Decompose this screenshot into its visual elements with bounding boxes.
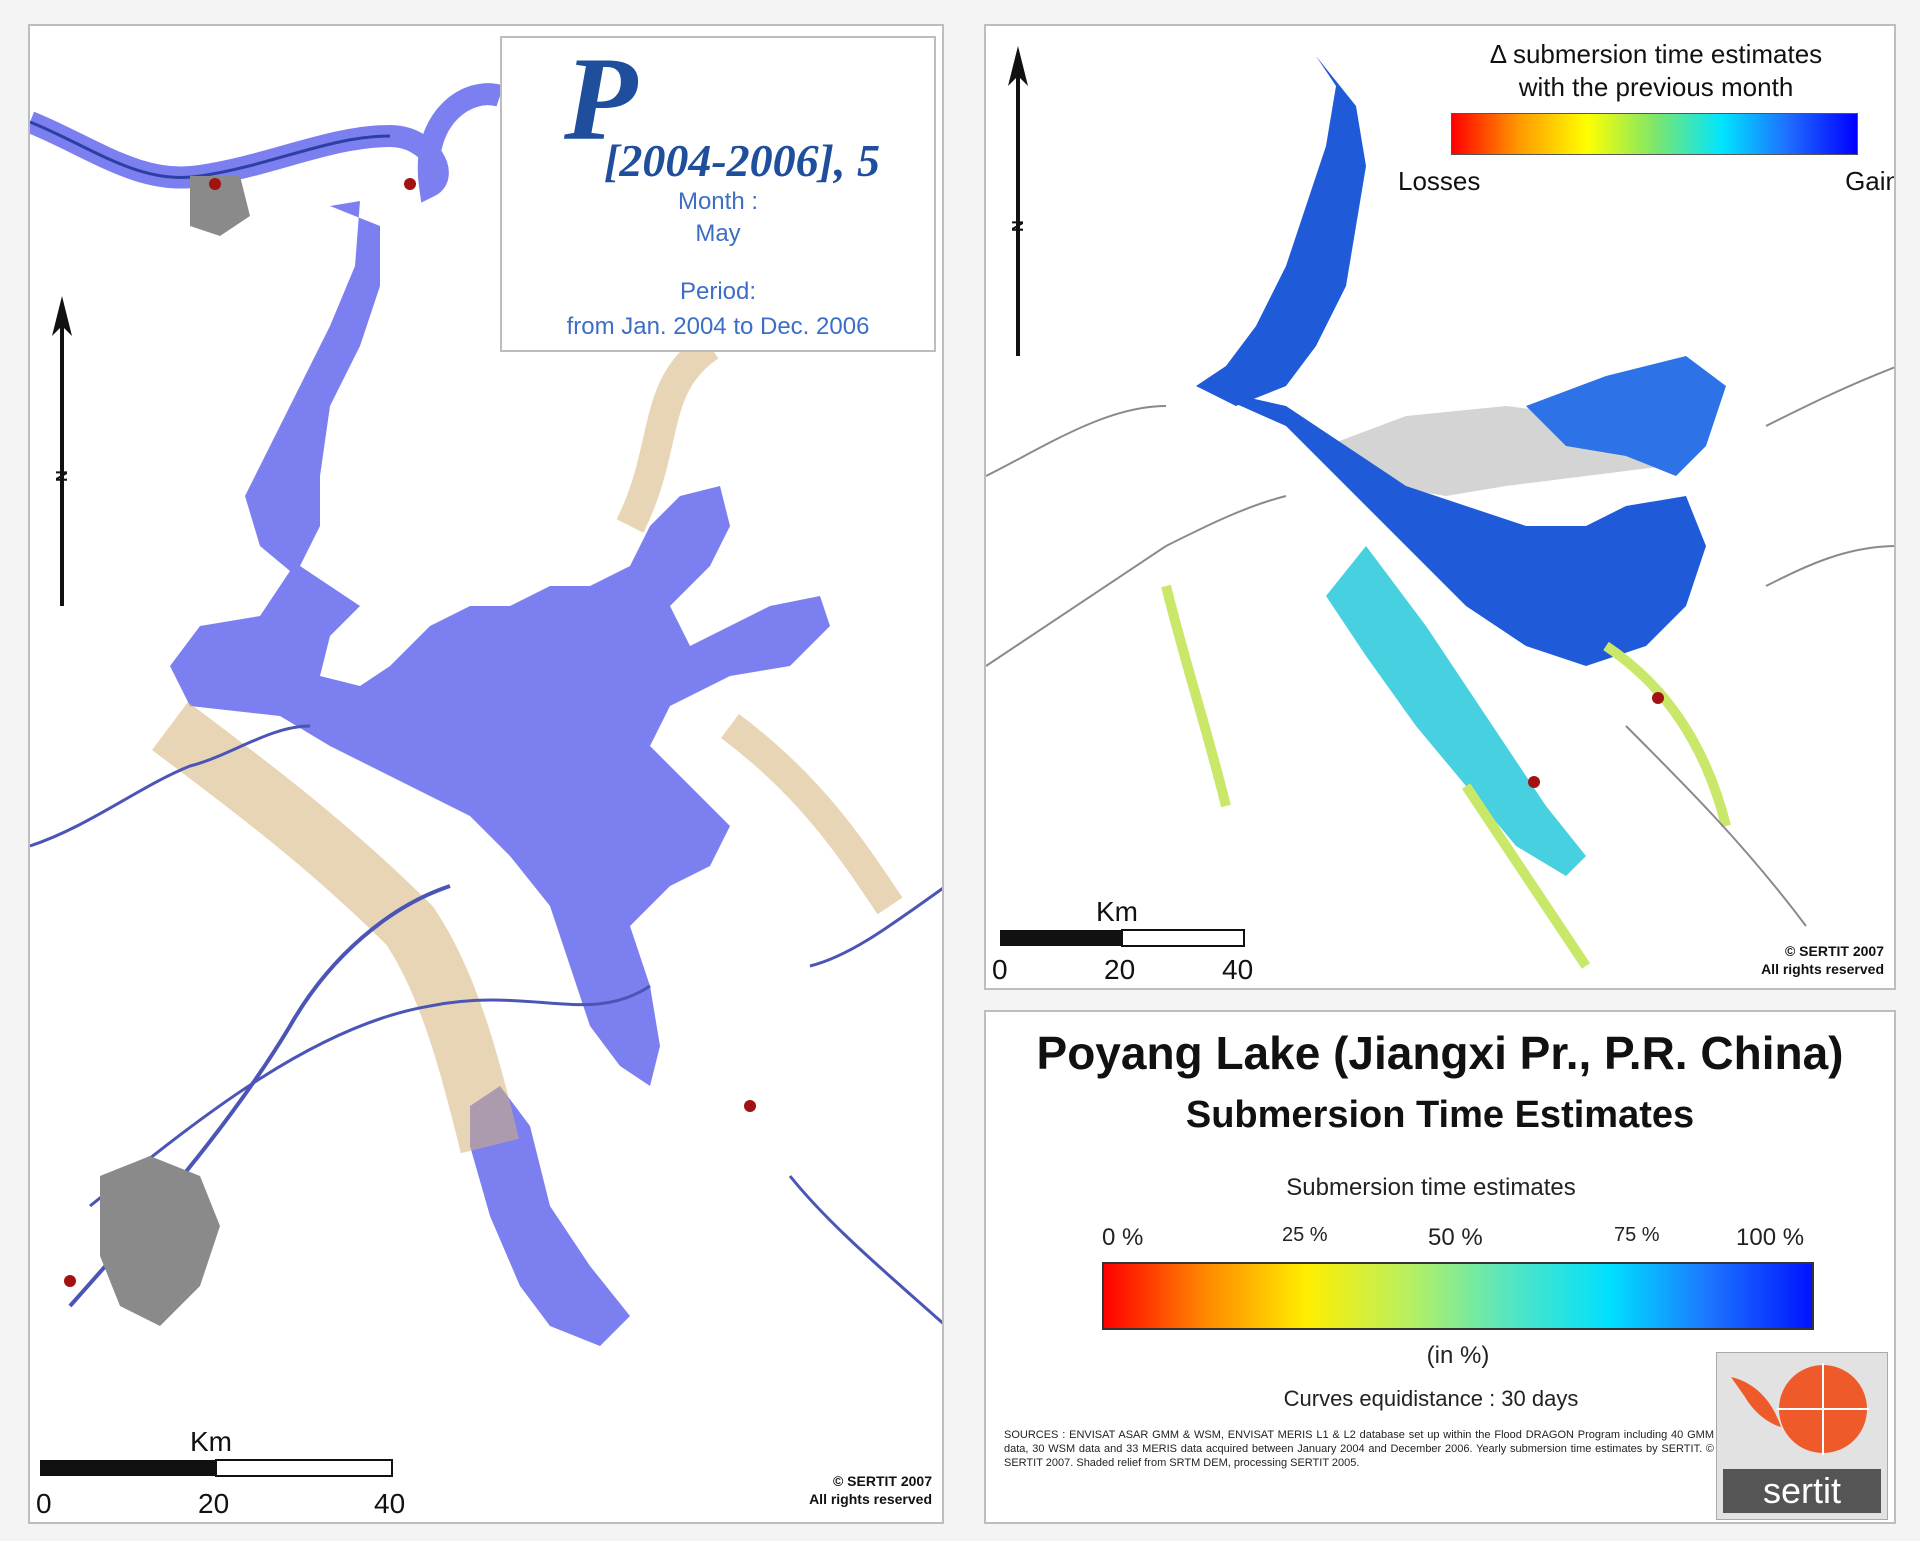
yangtze-river-edge (30, 120, 391, 179)
month-label: Month : (677, 188, 759, 215)
left-map-panel: P [2004-2006], 5 Month : May Period: fro… (28, 24, 944, 1524)
north-label: N (1008, 220, 1025, 232)
period-value: from Jan. 2004 to Dec. 2006 (566, 313, 870, 340)
scale-bar (40, 1459, 393, 1477)
gain-zone-north-channel (1196, 56, 1366, 406)
copyright: © SERTIT 2007 All rights reserved (809, 1472, 932, 1508)
sertit-logo-icon (1731, 1363, 1869, 1455)
scale-tick-0: 0 (992, 954, 1008, 985)
legend-info-panel: Poyang Lake (Jiangxi Pr., P.R. China) Su… (984, 1010, 1896, 1524)
city-marker (1652, 692, 1664, 704)
urban-area-nanchang (100, 1156, 220, 1326)
xiu-river (30, 724, 311, 848)
copyright: © SERTIT 2007 All rights reserved (1761, 942, 1884, 978)
urban-area-jiujiang (190, 176, 250, 236)
yangtze-river (30, 83, 504, 203)
ramp-tick-50: 50 % (1428, 1224, 1483, 1251)
gain-zone-east (1526, 356, 1726, 476)
sertit-logo: sertit (1716, 1352, 1888, 1520)
fu-river (89, 984, 651, 1208)
rao-river (788, 887, 942, 1325)
scale-tick-40: 40 (374, 1488, 406, 1519)
month-value: May (695, 220, 741, 247)
north-arrow-icon: N (1008, 46, 1028, 356)
city-marker-2 (1528, 776, 1540, 788)
credit-line-1: © SERTIT 2007 (1784, 943, 1884, 959)
map-title: Poyang Lake (Jiangxi Pr., P.R. China) (1036, 1027, 1844, 1079)
ramp-tick-75: 75 % (1614, 1224, 1660, 1246)
wetland-fringe-2 (616, 333, 903, 915)
scale-bar (1000, 929, 1245, 947)
delta-legend: Δ submersion time estimates with the pre… (1398, 38, 1894, 196)
logo-text: sertit (1723, 1469, 1881, 1513)
right-map-panel: N Δ submersion time estimates with the p… (984, 24, 1896, 990)
city-marker-yujiang (744, 1100, 756, 1112)
city-marker-nanchang (64, 1275, 76, 1287)
submersion-color-ramp (1102, 1262, 1814, 1330)
mid-change-zone (1326, 546, 1586, 876)
scale-tick-40: 40 (1222, 954, 1254, 985)
city-marker-jiujiang (209, 178, 221, 190)
right-change-map (986, 56, 1894, 969)
drainage-lines (986, 366, 1894, 927)
map-subtitle: Submersion Time Estimates (1185, 1094, 1695, 1136)
scale-tick-20: 20 (198, 1488, 230, 1519)
wetland-fringe (151, 702, 520, 1154)
left-submersion-map (30, 83, 942, 1346)
left-map-title-box: P [2004-2006], 5 Month : May Period: fro… (500, 32, 936, 352)
scale-tick-0: 0 (36, 1488, 52, 1519)
gain-zone-main-lake (1196, 386, 1706, 666)
legend-low-label: Losses (1398, 166, 1481, 196)
ramp-unit: (in %) (1426, 1342, 1490, 1369)
credit-line-1: © SERTIT 2007 (832, 1473, 932, 1489)
city-marker-hukou (404, 178, 416, 190)
north-label: N (52, 470, 69, 482)
credit-line-2: All rights reserved (1761, 961, 1884, 977)
period-label: Period: (679, 278, 757, 305)
ramp-tick-25: 25 % (1282, 1224, 1328, 1246)
legend-high-label: Gain (1845, 166, 1896, 196)
south-lake-arm (470, 1086, 630, 1346)
low-change-fringe (1161, 584, 1731, 969)
legend-title-line-1: Δ submersion time estimates (1489, 39, 1823, 69)
scale-unit: Km (1096, 896, 1138, 927)
scale-unit: Km (190, 1426, 232, 1457)
ramp-tick-100: 100 % (1736, 1224, 1805, 1251)
scale-tick-20: 20 (1104, 954, 1136, 985)
title-period: [2004-2006], 5 (604, 135, 880, 186)
lake-water-body (170, 201, 830, 1086)
ramp-tick-0: 0 % (1102, 1224, 1144, 1251)
sources-text: SOURCES : ENVISAT ASAR GMM & WSM, ENVISA… (1004, 1429, 1714, 1469)
ramp-title: Submersion time estimates (1286, 1174, 1576, 1201)
title-letter: P (564, 32, 638, 165)
curves-equidistance: Curves equidistance : 30 days (1283, 1386, 1579, 1411)
delta-color-ramp (1451, 113, 1858, 155)
legend-title-line-2: with the previous month (1518, 72, 1794, 102)
credit-line-2: All rights reserved (809, 1491, 932, 1507)
north-arrow-icon: N (52, 296, 72, 606)
